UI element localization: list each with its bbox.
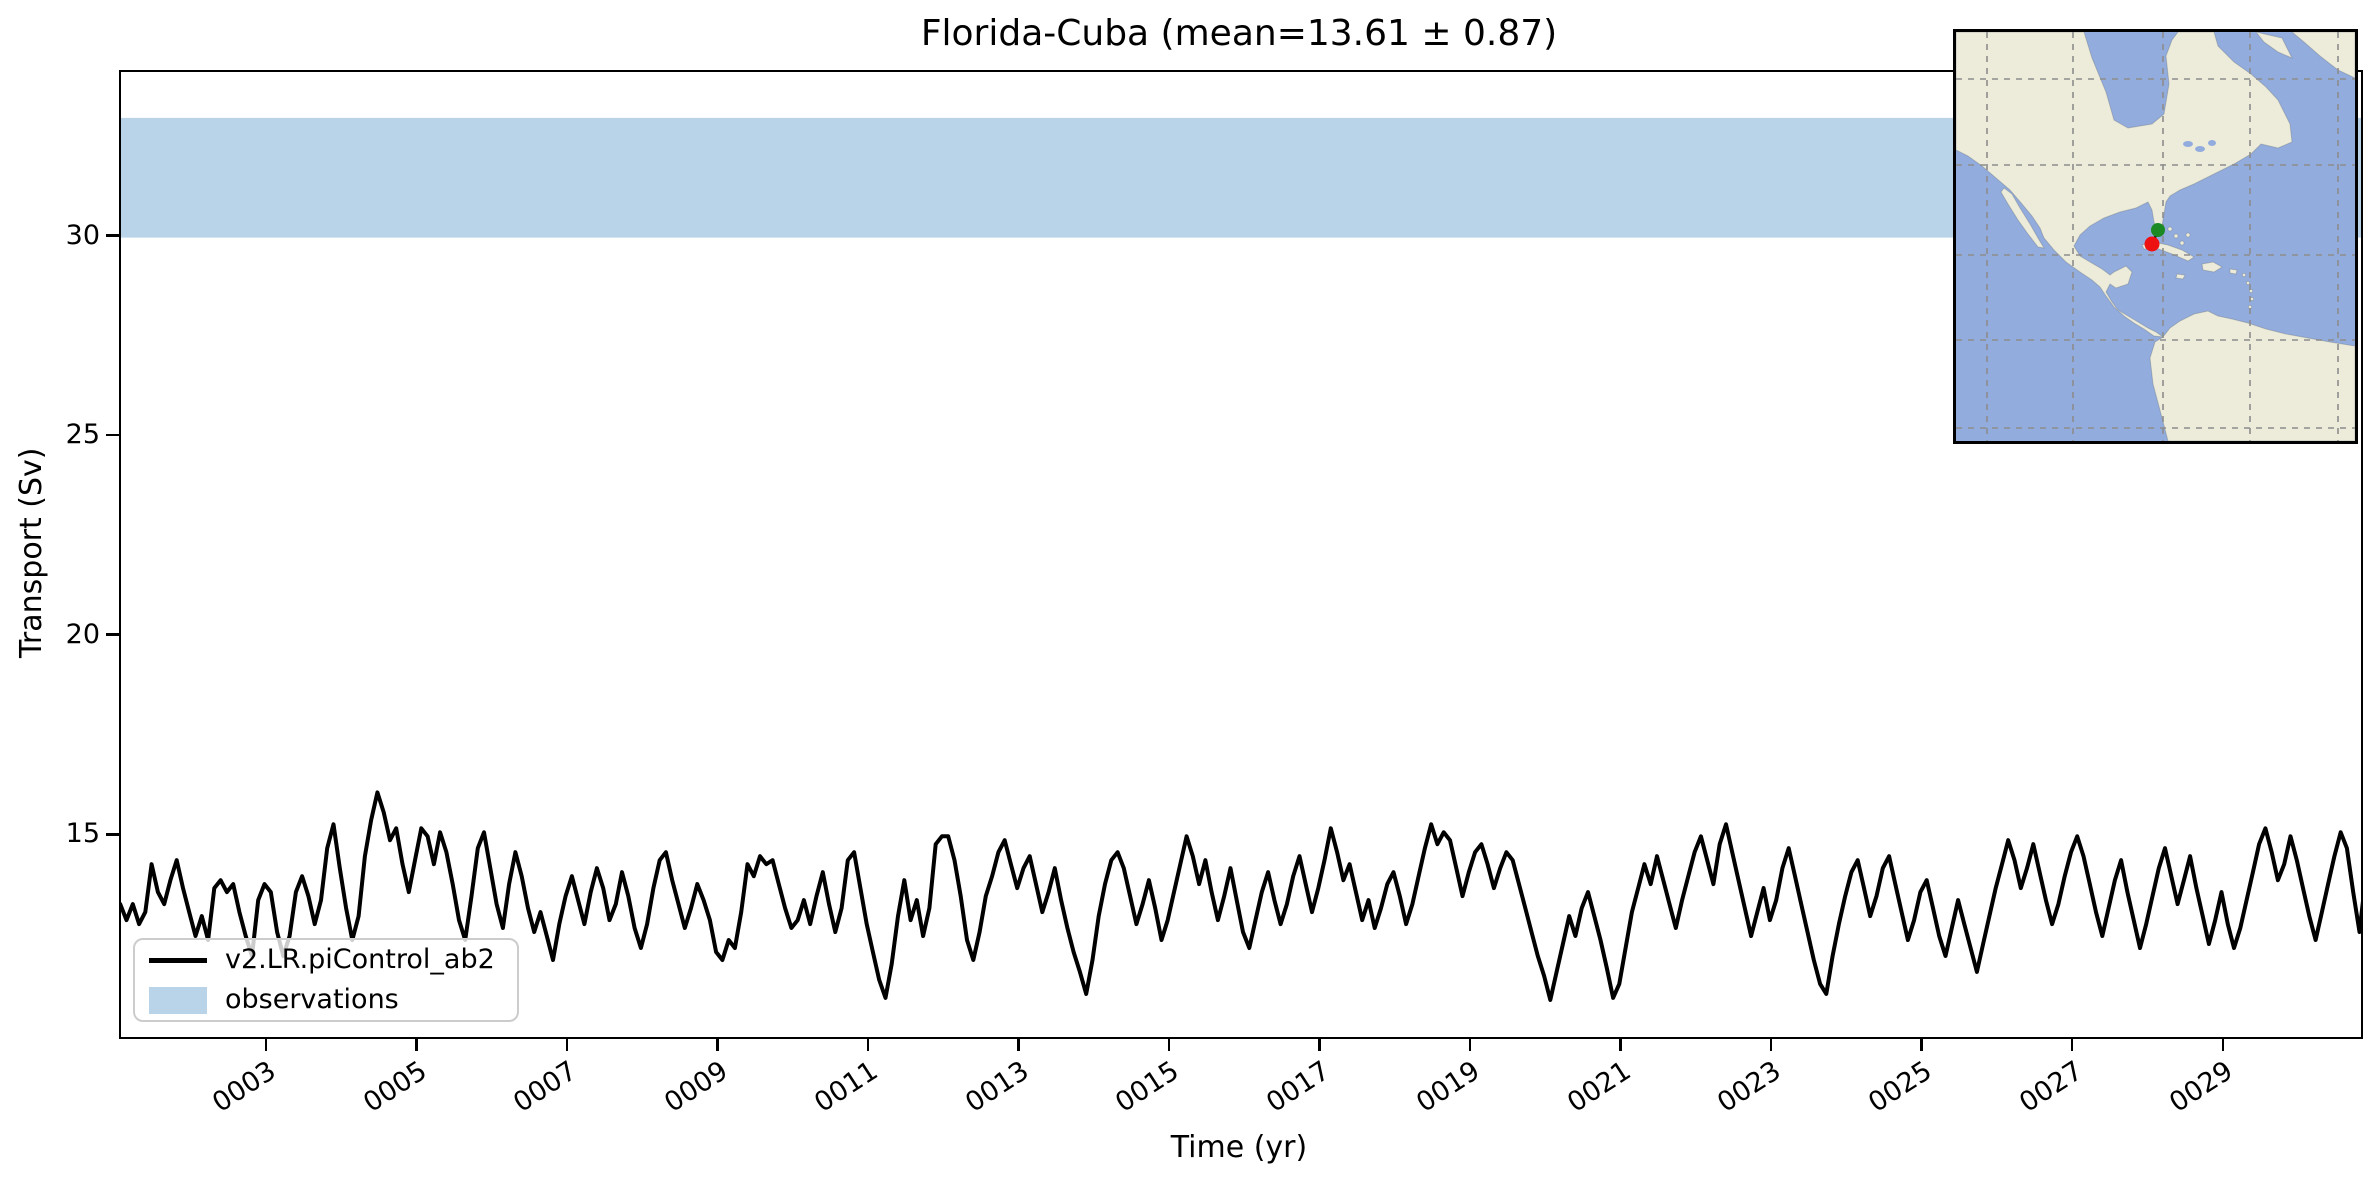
x-tick-mark [264,1037,268,1051]
land-baja-california [2000,187,2045,249]
land-puerto-rico [2229,268,2238,275]
y-tick-mark [106,833,119,836]
x-tick-label: 0015 [1110,1055,1185,1119]
x-tick-mark [716,1037,719,1051]
y-tick-mark [106,234,119,237]
legend-patch-swatch [149,986,207,1014]
x-tick-mark [1920,1037,1923,1051]
land-bahamas [2173,233,2179,239]
x-tick-label: 0029 [2164,1055,2239,1119]
y-tick-mark [106,433,119,437]
land-bahamas [2167,226,2173,232]
legend-item-model: v2.LR.piControl_ab2 [149,945,503,975]
legend-label-observations: observations [225,984,399,1015]
y-tick-label: 25 [65,419,100,451]
x-tick-label: 0017 [1260,1055,1336,1119]
chart-title: Florida-Cuba (mean=13.61 ± 0.87) [920,13,1558,54]
x-tick-label: 0003 [207,1055,282,1119]
land-north-america [1956,32,2293,338]
x-tick-mark [1167,1037,1171,1051]
map-canvas [1956,32,2355,441]
series-line-piControl [121,790,2361,1002]
land-antilles [2241,272,2247,278]
x-tick-mark [866,1037,870,1051]
land-bahamas [2179,240,2185,246]
land-antilles [2245,280,2251,286]
legend-item-observations: observations [149,985,503,1015]
x-tick-label: 0025 [1862,1055,1938,1119]
x-tick-mark [1017,1037,1020,1051]
x-tick-label: 0007 [508,1055,583,1119]
land-baffin-island [2255,32,2294,59]
map-markers [2144,223,2165,252]
x-tick-mark [2070,1037,2074,1051]
y-axis-label: Transport (Sv) [14,447,49,658]
land-antilles [2249,296,2255,302]
x-tick-label: 0023 [1712,1055,1787,1119]
x-tick-mark [565,1037,569,1051]
x-tick-mark [1468,1037,1472,1051]
map-marker-cuba-endpoint [2144,236,2160,252]
legend: v2.LR.piControl_ab2 observations [133,938,519,1022]
x-tick-mark [1318,1037,1321,1051]
x-axis-label: Time (yr) [1170,1130,1308,1165]
y-tick-label: 20 [65,618,100,650]
land-jamaica [2175,273,2186,280]
x-tick-mark [415,1037,418,1051]
land-hispaniola [2201,261,2223,273]
legend-label-model: v2.LR.piControl_ab2 [225,944,495,975]
x-tick-label: 0021 [1561,1055,1637,1119]
land-south-america [2149,310,2355,441]
y-tick-mark [106,633,119,636]
x-tick-label: 0009 [658,1055,734,1119]
map-gridlines [1956,32,2355,441]
x-tick-label: 0019 [1411,1055,1486,1119]
x-tick-label: 0013 [959,1055,1035,1119]
x-tick-label: 0011 [809,1055,884,1119]
land-antilles [2248,288,2254,294]
x-tick-label: 0005 [357,1055,433,1119]
x-tick-mark [1619,1037,1622,1051]
y-tick-label: 15 [65,818,100,850]
x-tick-label: 0027 [2013,1055,2089,1119]
land-bahamas [2185,232,2191,238]
y-tick-label: 30 [65,219,100,251]
map-great-lakes [2183,140,2216,152]
map-marker-florida-endpoint [2151,223,2165,237]
x-tick-mark [1769,1037,1773,1051]
x-tick-mark [2221,1037,2224,1051]
legend-line-swatch [149,957,207,963]
inset-map [1953,29,2358,444]
